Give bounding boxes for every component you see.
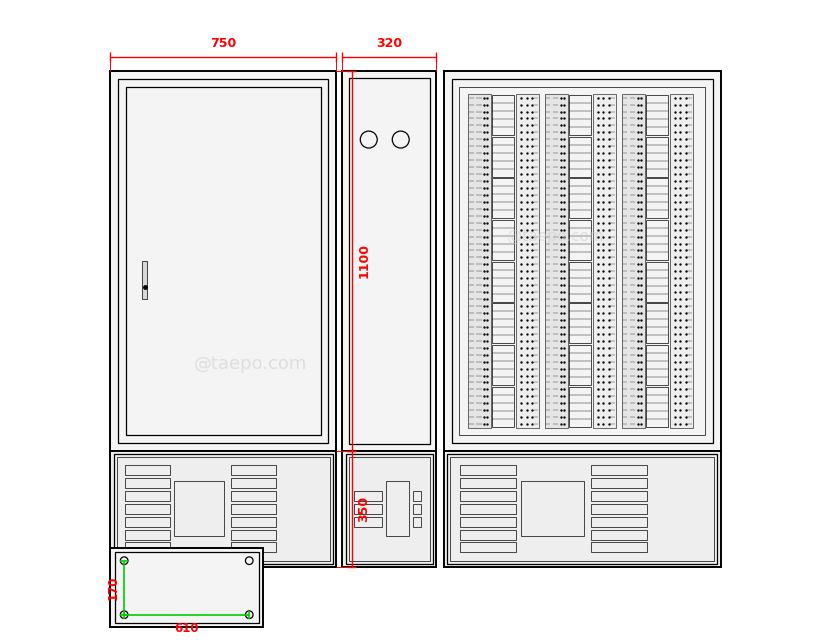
Bar	[230, 504, 276, 514]
Bar	[592, 465, 647, 475]
Text: 1100: 1100	[357, 243, 371, 278]
Bar	[492, 387, 514, 427]
Bar	[230, 491, 276, 501]
Bar	[386, 481, 409, 536]
Bar	[592, 504, 647, 514]
Bar	[230, 542, 276, 552]
Bar	[492, 137, 514, 177]
Bar	[125, 86, 321, 435]
Bar	[230, 478, 276, 488]
Bar	[544, 94, 568, 428]
Bar	[111, 71, 336, 451]
Bar	[354, 516, 381, 527]
Bar	[114, 454, 333, 564]
Bar	[444, 451, 720, 567]
Bar	[413, 516, 420, 527]
Bar	[111, 548, 263, 627]
Bar	[492, 303, 514, 344]
Text: 750: 750	[210, 37, 236, 51]
Text: @taepo.com: @taepo.com	[194, 355, 307, 372]
Bar	[230, 465, 276, 475]
Bar	[468, 94, 491, 428]
Bar	[647, 387, 667, 427]
Bar	[460, 504, 516, 514]
Bar	[346, 454, 433, 564]
Bar	[174, 481, 224, 536]
Bar	[125, 491, 170, 501]
Bar	[354, 491, 381, 501]
Bar	[516, 94, 539, 428]
Bar	[342, 71, 436, 451]
Bar	[125, 504, 170, 514]
Bar	[115, 552, 258, 623]
Bar	[492, 179, 514, 218]
Bar	[647, 220, 667, 260]
Bar	[230, 529, 276, 540]
Bar	[460, 478, 516, 488]
Bar	[413, 491, 420, 501]
Bar	[413, 504, 420, 514]
Bar	[622, 94, 645, 428]
Bar	[460, 529, 516, 540]
Text: 610: 610	[175, 622, 199, 636]
Bar	[125, 478, 170, 488]
Bar	[492, 345, 514, 385]
Bar	[460, 542, 516, 552]
Bar	[450, 457, 714, 561]
Bar	[125, 529, 170, 540]
Bar	[354, 504, 381, 514]
Bar	[349, 457, 430, 561]
Bar	[125, 542, 170, 552]
Text: 170: 170	[106, 575, 120, 600]
Bar	[460, 86, 706, 435]
Bar	[647, 303, 667, 344]
Bar	[569, 345, 591, 385]
Bar	[492, 95, 514, 135]
Bar	[117, 457, 330, 561]
Bar	[230, 516, 276, 527]
Bar	[349, 77, 430, 444]
Bar	[142, 261, 147, 299]
Bar	[592, 491, 647, 501]
Bar	[492, 262, 514, 302]
Bar	[569, 137, 591, 177]
Bar	[492, 220, 514, 260]
Bar	[125, 516, 170, 527]
Text: @taepo.com: @taepo.com	[507, 229, 603, 244]
Bar	[569, 262, 591, 302]
Bar	[447, 454, 717, 564]
Bar	[460, 465, 516, 475]
Bar	[647, 345, 667, 385]
Bar	[592, 529, 647, 540]
Bar	[569, 179, 591, 218]
Bar	[125, 465, 170, 475]
Bar	[593, 94, 616, 428]
Bar	[452, 79, 713, 443]
Bar	[569, 220, 591, 260]
Bar	[342, 451, 436, 567]
Bar	[647, 179, 667, 218]
Bar	[592, 516, 647, 527]
Bar	[647, 262, 667, 302]
Bar	[521, 481, 583, 536]
Bar	[460, 491, 516, 501]
Bar	[569, 303, 591, 344]
Bar	[592, 542, 647, 552]
Bar	[647, 95, 667, 135]
Bar	[111, 451, 336, 567]
Text: 350: 350	[357, 496, 371, 522]
Bar	[592, 478, 647, 488]
Text: 320: 320	[376, 37, 402, 51]
Bar	[118, 79, 328, 443]
Bar	[569, 387, 591, 427]
Bar	[569, 95, 591, 135]
Bar	[670, 94, 693, 428]
Bar	[460, 516, 516, 527]
Bar	[444, 71, 720, 451]
Bar	[647, 137, 667, 177]
